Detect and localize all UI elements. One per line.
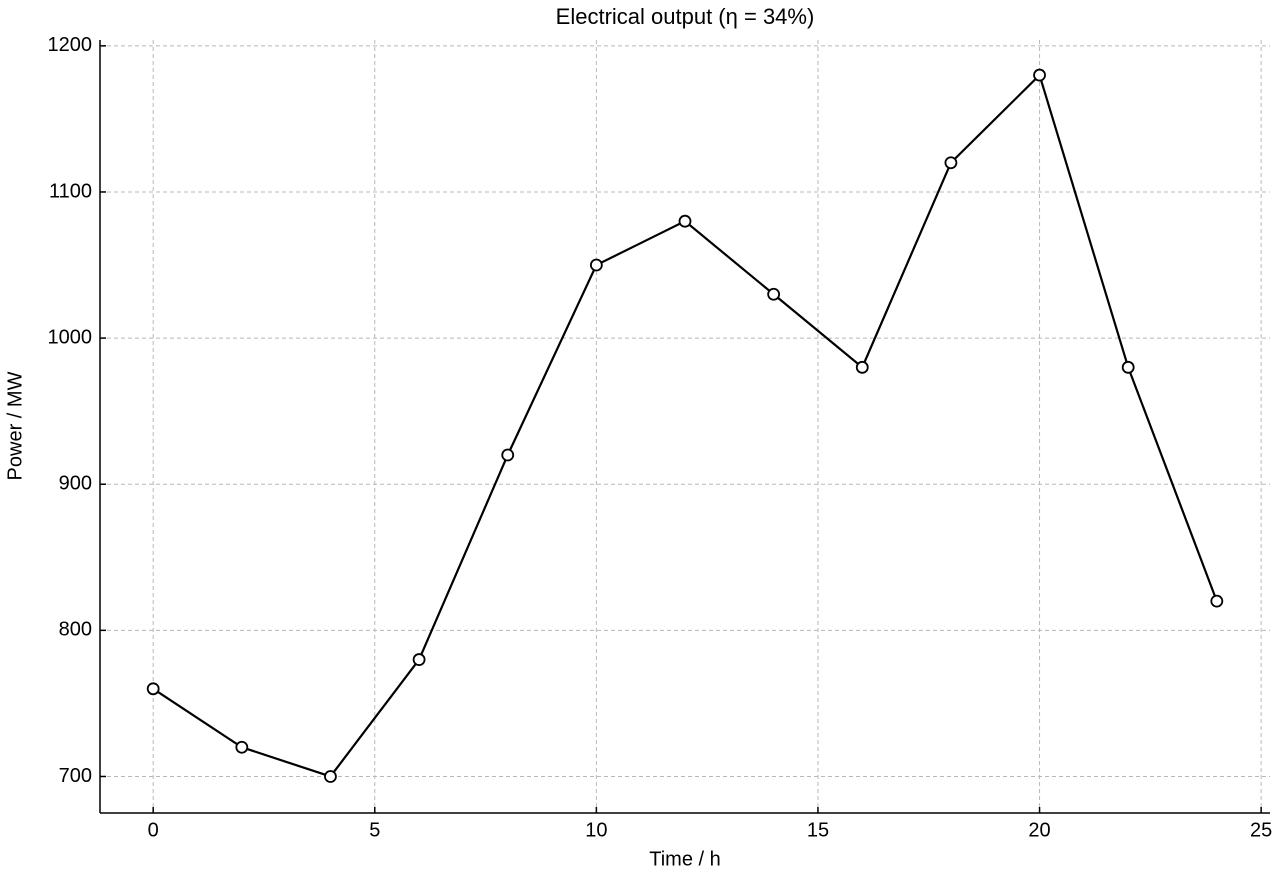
point bbox=[678, 214, 692, 228]
x-tick-label: 15 bbox=[807, 819, 829, 841]
y-tick-label: 900 bbox=[59, 473, 92, 495]
y-tick-label: 1100 bbox=[49, 180, 92, 202]
point bbox=[855, 360, 869, 374]
y-tick-label: 700 bbox=[59, 765, 92, 787]
x-tick-label: 0 bbox=[148, 819, 159, 841]
point bbox=[1210, 594, 1224, 608]
point bbox=[767, 287, 781, 301]
point bbox=[501, 448, 515, 462]
point bbox=[944, 156, 958, 170]
point bbox=[589, 258, 603, 272]
x-tick-label: 20 bbox=[1028, 819, 1050, 841]
line bbox=[152, 73, 1218, 778]
point bbox=[324, 770, 337, 783]
x-tick-label: 25 bbox=[1250, 819, 1272, 841]
x-tick-label: 5 bbox=[369, 819, 380, 841]
y-tick-label: 800 bbox=[59, 619, 92, 641]
point bbox=[146, 682, 160, 696]
point bbox=[412, 653, 426, 666]
x-axis-label: Time / h bbox=[649, 848, 721, 870]
y-tick-label: 1200 bbox=[48, 34, 93, 56]
point bbox=[235, 740, 249, 754]
y-tick-label: 1000 bbox=[48, 326, 93, 348]
x-tick-label: 10 bbox=[585, 819, 607, 841]
chart-title: Electrical output (η = 34%) bbox=[556, 4, 815, 29]
y-axis-label: Power / MW bbox=[4, 371, 26, 480]
point bbox=[1121, 360, 1135, 374]
point bbox=[1033, 68, 1046, 82]
